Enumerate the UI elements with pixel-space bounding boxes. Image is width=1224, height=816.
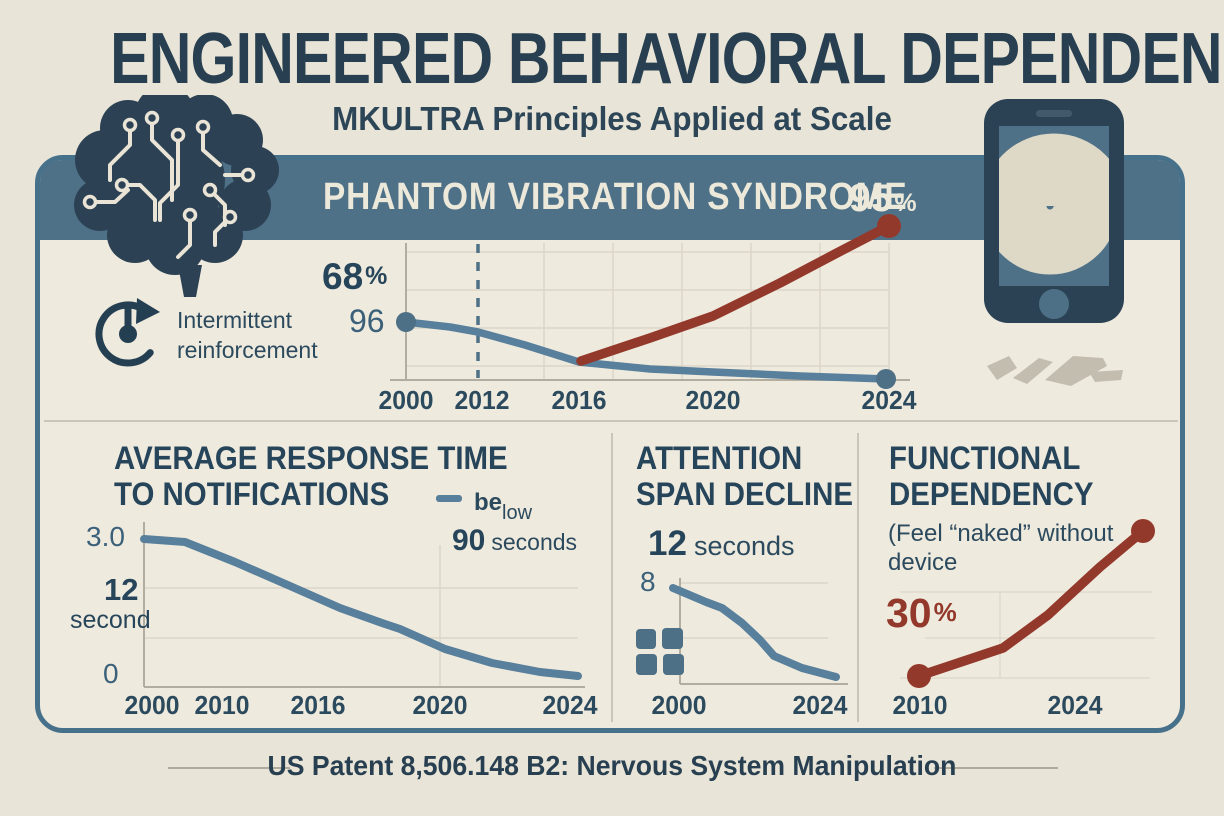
attention-y-label: 8 <box>640 566 656 597</box>
banner-title: PHANTOM VIBRATION SYNDROME <box>323 176 908 218</box>
legend-line-swatch <box>436 495 462 502</box>
dependency-title-line1: FUNCTIONAL <box>889 440 1081 476</box>
response-y-top: 3.0 <box>86 521 125 552</box>
top-x-tick-2000: 2000 <box>378 385 434 415</box>
dependency-x-tick-2010: 2010 <box>892 690 948 720</box>
circuit-brain-icon <box>74 95 279 297</box>
response-x-tick-2000: 2000 <box>124 690 180 720</box>
response-y-mid-unit: second <box>70 606 151 634</box>
legend-word-part2: low <box>502 502 533 524</box>
page-title: ENGINEERED BEHAVIORAL DEPENDENCY <box>110 19 1224 99</box>
dependency-note-line1: (Feel “naked” without <box>888 520 1114 547</box>
top-x-tick-2024: 2024 <box>861 385 917 415</box>
legend-value: 90 <box>452 524 486 557</box>
banner-value: 95% <box>849 177 917 221</box>
response-x-tick-2016: 2016 <box>290 690 346 720</box>
response-time-title-line2: TO NOTIFICATIONS <box>114 476 390 513</box>
legend-word-part1: be <box>474 489 503 516</box>
dependency-stat-unit: % <box>933 597 957 627</box>
footer-patent-text: US Patent 8,506.148 B2: Nervous System M… <box>267 750 957 781</box>
caption-line-1: Intermittent <box>177 307 293 333</box>
response-y-mid-value: 12 <box>104 572 139 607</box>
response-time-legend: below 90 seconds <box>436 489 577 558</box>
dependency-note-line2: device <box>888 548 958 576</box>
top-x-tick-2012: 2012 <box>454 385 510 415</box>
phantom-68-unit: % <box>365 262 388 290</box>
dependency-note: (Feel “naked” without device <box>888 520 1113 578</box>
dependency-title: FUNCTIONAL DEPENDENCY <box>889 440 1093 512</box>
caption-line-2: reinforcement <box>177 336 318 363</box>
attention-stat-unit: seconds <box>693 531 795 561</box>
series-start-label: 96 <box>349 303 385 339</box>
attention-x-tick-2000: 2000 <box>651 690 707 720</box>
attention-stat: 12 seconds <box>648 524 795 564</box>
attention-stat-value: 12 <box>648 524 687 563</box>
banner-value-unit: % <box>894 189 917 217</box>
top-x-tick-2020: 2020 <box>685 385 741 415</box>
attention-x-tick-2024: 2024 <box>792 690 848 720</box>
glitch-watermark <box>987 356 1123 386</box>
page-subtitle: MKULTRA Principles Applied at Scale <box>332 100 892 137</box>
response-x-tick-2020: 2020 <box>412 690 468 720</box>
dependency-x-tick-2024: 2024 <box>1047 690 1103 720</box>
dependency-stat-value: 30 <box>886 590 932 636</box>
response-x-tick-2024: 2024 <box>542 690 598 720</box>
response-y-bottom: 0 <box>103 658 119 689</box>
attention-title-line2: SPAN DECLINE <box>636 476 854 513</box>
response-time-title-line1: AVERAGE RESPONSE TIME <box>114 440 508 476</box>
intermittent-reinforcement-caption: Intermittent reinforcement <box>177 306 318 366</box>
dependency-title-line2: DEPENDENCY <box>889 476 1094 513</box>
legend-unit: seconds <box>491 529 578 555</box>
response-time-title: AVERAGE RESPONSE TIME TO NOTIFICATIONS <box>114 440 508 512</box>
phantom-68-value: 68 <box>322 256 364 297</box>
top-x-tick-2016: 2016 <box>551 385 607 415</box>
banner-value-number: 95 <box>849 177 893 220</box>
attention-title: ATTENTION SPAN DECLINE <box>636 440 853 512</box>
phantom-68-callout: 68% <box>322 256 387 298</box>
dependency-stat: 30% <box>886 590 957 637</box>
hypno-phone-icon <box>984 99 1124 323</box>
attention-title-line1: ATTENTION <box>636 440 803 476</box>
clock-rotation-icon <box>95 298 160 367</box>
response-x-tick-2010: 2010 <box>194 690 250 720</box>
